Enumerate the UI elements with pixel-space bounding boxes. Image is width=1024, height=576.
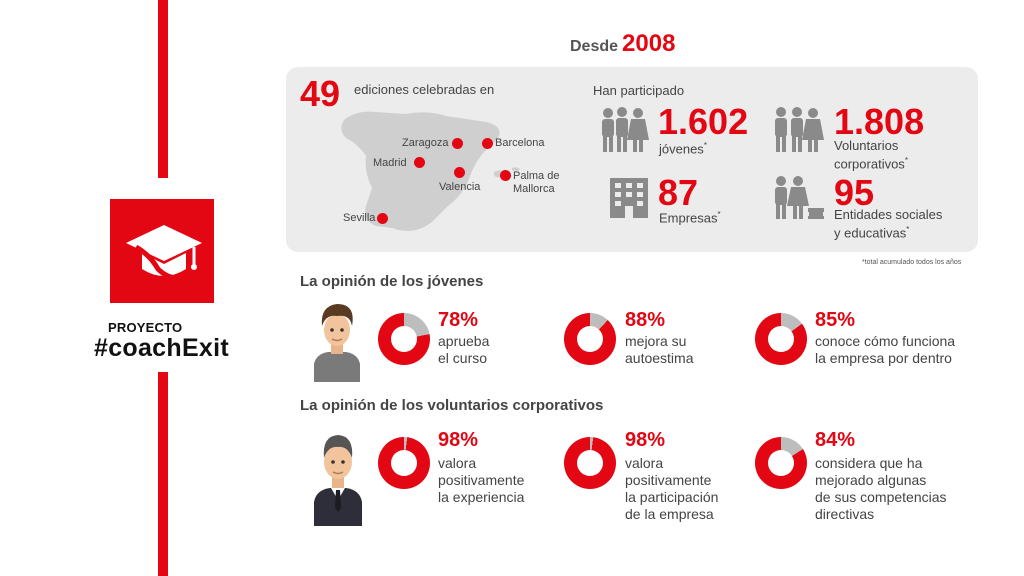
red-vertical-line-bottom (158, 372, 168, 576)
volunteers-number: 1.808 (834, 101, 925, 142)
volunteer-percent-3: 84% (815, 429, 856, 451)
volunteer-percent-1: 98% (438, 429, 479, 451)
young-person-avatar (314, 304, 360, 382)
youth-text-3: conoce cómo funciona la empresa por dent… (815, 333, 956, 366)
entities-label-line2-row: y educativas* (834, 222, 942, 240)
entities-label: Entidades sociales y educativas* (834, 207, 942, 240)
city-label-palma: Palma de Mallorca (513, 170, 560, 195)
volunteer-donut-1 (378, 437, 430, 489)
young-label: jóvenes* (659, 138, 707, 156)
youth-percent-2: 88% (625, 309, 666, 331)
city-label-barcelona: Barcelona (495, 137, 545, 149)
volunteer-text-1: valora positivamente la experiencia (438, 455, 525, 505)
volunteers-label: Voluntarios corporativos* (834, 138, 908, 171)
volunteer-text-3: considera que ha mejorado algunas de sus… (815, 455, 947, 522)
entities-label-line1: Entidades sociales (834, 207, 943, 222)
youth-percent-1: 78% (438, 309, 479, 331)
since-prefix: Desde (570, 38, 619, 55)
map-dot-madrid (414, 157, 425, 168)
volunteers-label-line2-row: corporativos* (834, 153, 908, 171)
young-people-icon (602, 107, 649, 152)
companies-label-text: Empresas (659, 210, 718, 226)
editions-number: 49 (300, 73, 341, 114)
youth-opinion-title: La opinión de los jóvenes (300, 273, 484, 290)
brand-proyecto: PROYECTO (108, 320, 183, 335)
volunteers-mark: * (904, 156, 908, 165)
city-label-sevilla: Sevilla (343, 212, 376, 224)
entities-number: 95 (834, 172, 875, 213)
participation-title: Han participado (593, 83, 685, 98)
building-icon (610, 178, 648, 218)
logo-box (110, 199, 214, 303)
red-vertical-line-top (158, 0, 168, 178)
volunteer-percent-2: 98% (625, 429, 666, 451)
family-icon (775, 176, 824, 219)
city-label-zaragoza: Zaragoza (402, 137, 449, 149)
young-number: 1.602 (658, 101, 749, 142)
youth-donut-1 (378, 313, 430, 365)
footnote: *total acumulado todos los años (862, 259, 962, 266)
volunteer-text-2: valora positivamente la participación de… (625, 455, 719, 522)
since-year: 2008 (622, 30, 676, 57)
graduation-cap-icon (126, 225, 202, 281)
companies-mark: * (717, 210, 721, 219)
map-dot-sevilla (377, 213, 388, 224)
city-label-valencia: Valencia (439, 181, 481, 193)
companies-label: Empresas* (659, 207, 721, 225)
entities-mark: * (906, 225, 910, 234)
map-dot-zaragoza (452, 138, 463, 149)
volunteers-label-line1: Voluntarios (834, 138, 899, 153)
volunteers-label-line2: corporativos (834, 156, 905, 172)
young-label-text: jóvenes (659, 141, 704, 157)
volunteer-opinion-title: La opinión de los voluntarios corporativ… (300, 397, 604, 414)
companies-number: 87 (658, 172, 699, 213)
volunteer-donut-2 (564, 437, 616, 489)
brand-name: #coachExit (94, 334, 230, 362)
map-dot-valencia (454, 167, 465, 178)
entities-label-line2: y educativas (834, 225, 907, 241)
youth-text-1: aprueba el curso (438, 333, 490, 366)
youth-text-2: mejora su autoestima (625, 333, 694, 366)
volunteer-avatar (314, 435, 362, 526)
city-label-madrid: Madrid (373, 157, 407, 169)
volunteer-donut-3 (755, 437, 807, 489)
young-mark: * (703, 141, 707, 150)
map-dot-palma (500, 170, 511, 181)
since-label: Desde 2008 (570, 30, 675, 58)
volunteers-icon (775, 107, 824, 152)
youth-donut-3 (755, 313, 807, 365)
map-dot-barcelona (482, 138, 493, 149)
youth-donut-2 (564, 313, 616, 365)
editions-text: ediciones celebradas en (354, 82, 495, 97)
youth-percent-3: 85% (815, 309, 856, 331)
